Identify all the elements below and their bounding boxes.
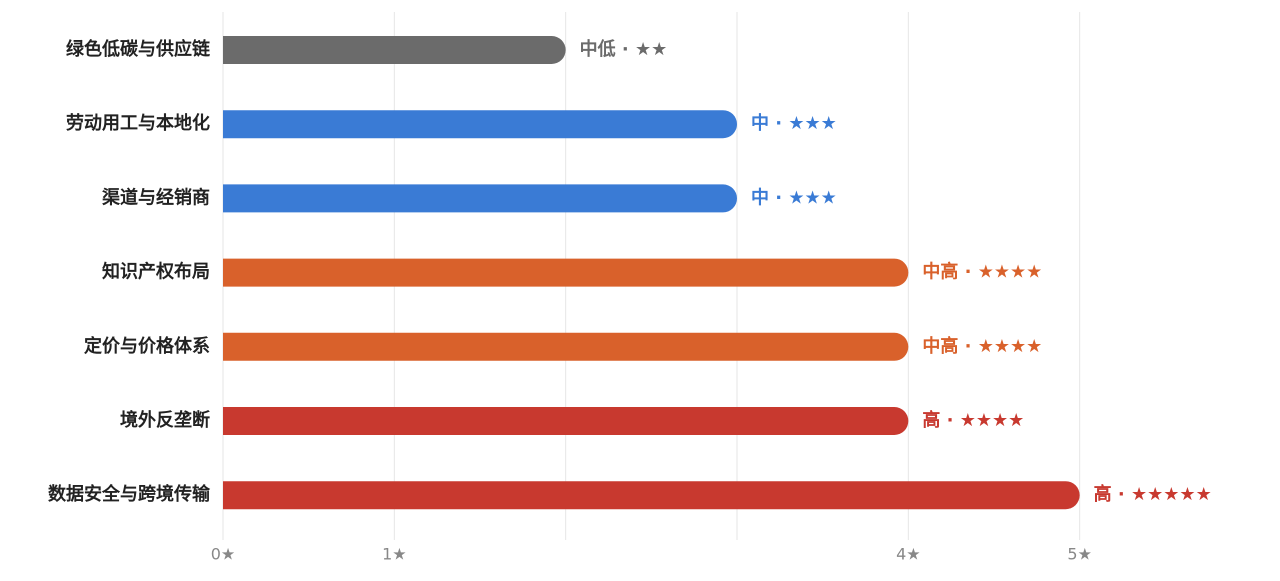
category-label: 绿色低碳与供应链 [66, 38, 211, 60]
bar [223, 481, 1080, 510]
category-label: 境外反垄断 [120, 409, 210, 431]
bar [223, 332, 909, 361]
bar [223, 407, 909, 436]
category-label: 数据安全与跨境传输 [48, 483, 211, 505]
category-label: 劳动用工与本地化 [66, 112, 210, 134]
value-label: 中高 · ★★★★ [922, 261, 1042, 283]
category-label: 定价与价格体系 [84, 335, 210, 357]
value-label: 高 · ★★★★ [922, 409, 1024, 431]
x-tick-label: 0★ [211, 545, 236, 564]
bar [223, 110, 738, 139]
x-tick-label: 4★ [896, 545, 921, 564]
value-label: 中 · ★★★ [751, 112, 837, 134]
x-tick-label: 5★ [1067, 545, 1092, 564]
category-label: 渠道与经销商 [102, 186, 210, 208]
value-label: 中低 · ★★ [580, 38, 668, 60]
value-label: 中 · ★★★ [751, 186, 837, 208]
bar [223, 258, 909, 287]
x-tick-label: 1★ [382, 545, 407, 564]
bar [223, 36, 566, 64]
value-label: 高 · ★★★★★ [1094, 483, 1212, 505]
category-label: 知识产权布局 [102, 261, 210, 283]
bar [223, 184, 738, 213]
value-label: 中高 · ★★★★ [922, 335, 1042, 357]
